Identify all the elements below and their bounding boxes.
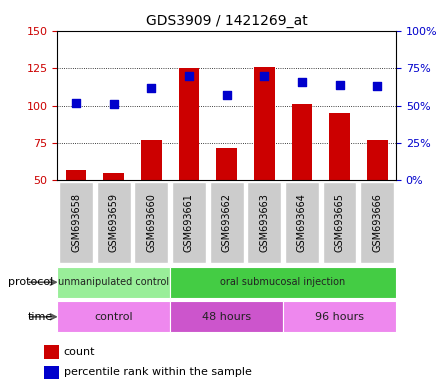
FancyBboxPatch shape	[210, 182, 244, 263]
Point	[336, 81, 343, 88]
Point	[148, 84, 155, 91]
Text: 96 hours: 96 hours	[315, 312, 364, 322]
FancyBboxPatch shape	[323, 182, 356, 263]
Text: GSM693659: GSM693659	[109, 193, 119, 252]
Text: unmanipulated control: unmanipulated control	[58, 277, 169, 287]
Text: GSM693658: GSM693658	[71, 193, 81, 252]
Text: GSM693661: GSM693661	[184, 193, 194, 252]
Text: oral submucosal injection: oral submucosal injection	[220, 277, 346, 287]
FancyBboxPatch shape	[134, 182, 168, 263]
Text: GSM693666: GSM693666	[372, 193, 382, 252]
FancyBboxPatch shape	[170, 301, 283, 332]
FancyBboxPatch shape	[59, 182, 93, 263]
Bar	[44, 366, 59, 379]
FancyBboxPatch shape	[57, 266, 170, 298]
Bar	[367, 140, 388, 180]
Text: GSM693665: GSM693665	[334, 193, 345, 252]
Bar	[292, 104, 312, 180]
FancyBboxPatch shape	[283, 301, 396, 332]
Point	[73, 99, 80, 106]
Text: GSM693662: GSM693662	[222, 193, 231, 252]
Text: count: count	[64, 347, 95, 357]
Text: protocol: protocol	[7, 277, 53, 287]
FancyBboxPatch shape	[97, 182, 131, 263]
FancyBboxPatch shape	[247, 182, 281, 263]
Bar	[141, 140, 161, 180]
Bar	[179, 68, 199, 180]
FancyBboxPatch shape	[360, 182, 394, 263]
Bar	[216, 147, 237, 180]
Text: GSM693660: GSM693660	[147, 193, 156, 252]
Bar	[103, 173, 124, 180]
Text: GSM693663: GSM693663	[259, 193, 269, 252]
Point	[374, 83, 381, 89]
Bar	[254, 67, 275, 180]
Bar	[44, 345, 59, 359]
FancyBboxPatch shape	[172, 182, 206, 263]
Point	[298, 79, 305, 85]
Text: control: control	[94, 312, 133, 322]
Point	[223, 92, 230, 98]
Text: percentile rank within the sample: percentile rank within the sample	[64, 367, 252, 377]
Point	[110, 101, 117, 107]
Point	[185, 73, 192, 79]
Text: GSM693664: GSM693664	[297, 193, 307, 252]
Title: GDS3909 / 1421269_at: GDS3909 / 1421269_at	[146, 14, 308, 28]
Point	[261, 73, 268, 79]
Bar	[329, 113, 350, 180]
FancyBboxPatch shape	[57, 301, 170, 332]
FancyBboxPatch shape	[285, 182, 319, 263]
Text: 48 hours: 48 hours	[202, 312, 251, 322]
Text: time: time	[28, 312, 53, 322]
FancyBboxPatch shape	[170, 266, 396, 298]
Bar	[66, 170, 86, 180]
